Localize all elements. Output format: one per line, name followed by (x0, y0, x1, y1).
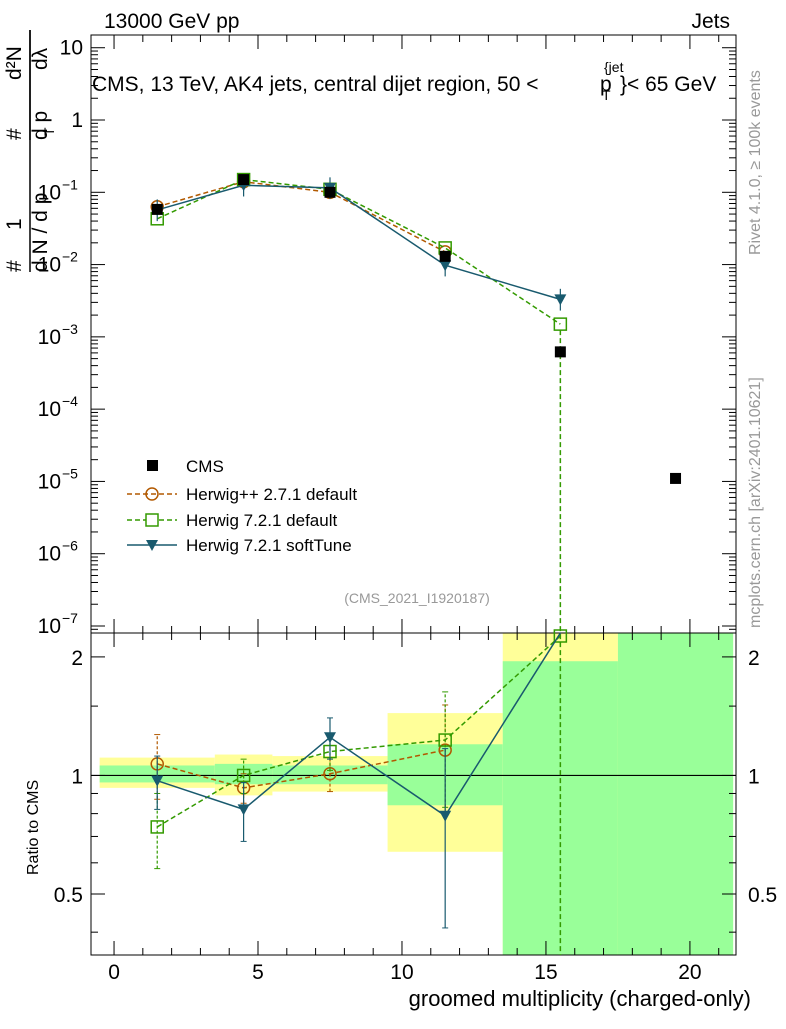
x-axis-label: groomed multiplicity (charged-only) (409, 986, 751, 1011)
chart-title: CMS, 13 TeV, AK4 jets, central dijet reg… (92, 59, 716, 103)
legend-cms-marker (147, 460, 158, 471)
svg-text:1: 1 (3, 218, 26, 230)
ratio-y-tick-label-right-2: 0.5 (748, 884, 777, 907)
band-green-5 (617, 633, 734, 955)
main-y-tick-exp-8: −7 (62, 610, 78, 626)
main-y-tick-exp-5: −4 (62, 393, 78, 409)
main-y-tick-base-3: 10 (38, 254, 61, 277)
main-point-cms-0 (151, 203, 163, 215)
main-y-tick-exp-6: −5 (62, 465, 78, 481)
ratio-panel-series (150, 629, 568, 929)
main-point-cms-5 (670, 472, 682, 484)
ratio-y-tick-label-0: 2 (71, 647, 83, 670)
main-point-cms-4 (554, 346, 566, 358)
header-right: Jets (691, 10, 730, 33)
ratio-point-series-1-3 (438, 733, 452, 747)
ratio-frame (90, 632, 737, 956)
chart-title-main: CMS, 13 TeV, AK4 jets, central dijet reg… (92, 73, 539, 96)
chart-title-close: }< 65 GeV (620, 73, 716, 96)
x-tick-label-0: 0 (108, 961, 120, 984)
main-y-tick-label-0: 10 (60, 37, 83, 60)
main-y-tick-exp-7: −6 (62, 538, 78, 554)
svg-text:#: # (3, 128, 26, 140)
main-y-tick-base-5: 10 (38, 398, 61, 421)
main-y-tick-exp-3: −2 (62, 249, 78, 265)
svg-text:dλ: dλ (29, 47, 52, 70)
ratio-y-tick-label-2: 0.5 (54, 884, 83, 907)
main-y-tick-base-6: 10 (38, 470, 61, 493)
ratio-line-series-1 (156, 635, 561, 828)
svg-text:d N / d p: d N / d p (29, 193, 52, 272)
ratio-y-tick-label-right-1: 1 (748, 765, 760, 788)
ratio-point-series-2-1 (237, 804, 250, 816)
main-y-tick-exp-4: −3 (62, 321, 78, 337)
main-y-tick-base-8: 10 (38, 615, 61, 638)
x-tick-label-2: 10 (390, 961, 413, 984)
main-point-cms-2 (324, 186, 336, 198)
legend-softtune-label: Herwig 7.2.1 softTune (186, 536, 352, 555)
ratio-point-series-1-4 (553, 629, 568, 643)
ratio-line-series-0 (157, 749, 446, 789)
ratio-y-tick-label-right-0: 2 (748, 647, 760, 670)
main-point-cms-3 (439, 250, 451, 262)
main-y-tick-exp-2: −1 (62, 176, 78, 192)
ratio-point-series-2-2 (323, 732, 336, 744)
legend-cms-label: CMS (186, 457, 224, 476)
legend-herwig7-marker (145, 513, 159, 527)
main-y-tick-base-2: 10 (38, 181, 61, 204)
x-tick-label-4: 20 (678, 961, 701, 984)
header-left: 13000 GeV pp (104, 10, 239, 33)
main-line-series-2 (157, 184, 561, 301)
side-label-mcplots: mcplots.cern.ch [arXiv:2401.10621] (747, 377, 764, 628)
ratio-point-series-2-3 (439, 810, 452, 822)
x-tick-label-3: 15 (534, 961, 557, 984)
ratio-y-axis-label: Ratio to CMS (25, 780, 42, 875)
ratio-uncertainty-bands (99, 633, 734, 955)
chart-title-sub: T (602, 87, 611, 103)
legend: CMS Herwig++ 2.7.1 default Herwig 7.2.1 … (127, 457, 357, 555)
ratio-panel-axes: 2 2 1 1 0.5 0.5 0 5 10 15 20 (54, 632, 777, 984)
svg-text:d²N: d²N (3, 46, 26, 80)
analysis-id: (CMS_2021_I1920187) (344, 590, 490, 606)
main-point-cms-1 (238, 174, 250, 186)
legend-herwig7-label: Herwig 7.2.1 default (186, 511, 337, 530)
legend-softtune-marker (146, 540, 158, 551)
ratio-point-series-2-0 (151, 775, 164, 787)
chart-title-sup: {jet (604, 59, 624, 75)
main-y-tick-base-7: 10 (38, 543, 61, 566)
ratio-y-tick-label-1: 1 (71, 765, 83, 788)
legend-herwigpp-marker (145, 487, 159, 501)
main-y-axis-label: # 1 d N / d p T # d²N d p dλ (3, 30, 57, 272)
ratio-point-series-1-1 (236, 768, 251, 783)
main-y-tick-base-4: 10 (38, 326, 61, 349)
x-tick-label-1: 5 (252, 961, 264, 984)
side-label-rivet: Rivet 4.1.0, ≥ 100k events (747, 70, 764, 255)
legend-herwigpp-label: Herwig++ 2.7.1 default (186, 485, 357, 504)
svg-text:T: T (41, 127, 57, 136)
main-line-series-1 (156, 178, 561, 325)
ratio-point-series-1-0 (150, 820, 164, 834)
main-y-tick-label-1: 1 (71, 109, 83, 132)
svg-text:#: # (3, 260, 26, 272)
svg-text:d p: d p (29, 111, 52, 140)
main-line-series-0 (157, 180, 446, 253)
chart-title-p: p (600, 73, 612, 96)
